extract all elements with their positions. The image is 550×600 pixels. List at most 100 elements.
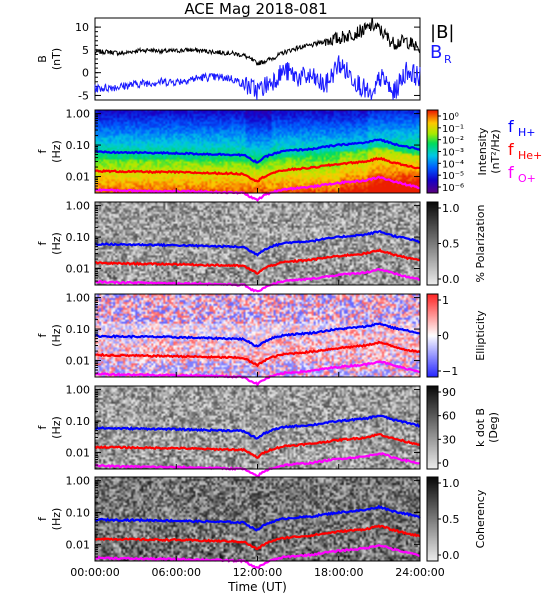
x-tick-label: 06:00:00 [152, 566, 201, 579]
x-tick-label: 18:00:00 [314, 566, 363, 579]
colorbar-tick-label: 10⁻⁴ [442, 159, 464, 170]
colorbar-label-unit: (nT²/Hz) [489, 129, 502, 173]
colorbar-label: Ellipticity [474, 310, 487, 361]
colorbar-tick-label: 60 [442, 410, 456, 423]
colorbar-tick-label: 1 [442, 294, 449, 307]
y-tick-label: 1.00 [66, 475, 91, 488]
series-b-total-line [94, 17, 421, 66]
colorbar-tick-label: 90 [442, 386, 456, 399]
y-tick-label: 0.01 [66, 171, 91, 184]
legend-f-h: f [508, 117, 514, 136]
spectrogram-panel-3: 1.00 0.10 0.01 f (Hz) 1 0 −1 Ellipticity [36, 292, 487, 387]
x-axis-label: Time (UT) [227, 580, 287, 594]
colorbar-tick-label: 10⁻¹ [442, 124, 464, 135]
legend-f-o-sub: O+ [518, 172, 536, 185]
b-ylabel-unit: (nT) [50, 48, 63, 70]
heatmap-ellipticity [95, 294, 420, 377]
b-ylabel: B [36, 55, 49, 63]
f-ylabel-unit: (Hz) [50, 324, 63, 347]
f-o-line [94, 267, 421, 293]
y-tick-label: 0.01 [66, 263, 91, 276]
gyro-legend: f H+ f He+ f O+ [508, 117, 542, 185]
f-ylabel-unit: (Hz) [50, 416, 63, 439]
legend-f-o: f [508, 163, 514, 182]
colorbar-tick-label: 10⁻² [442, 136, 464, 147]
heatmap-intensity [95, 110, 420, 193]
colorbar-tick-label: 0 [442, 330, 449, 343]
y-tick-label: 0.01 [66, 538, 91, 551]
f-he-line [95, 248, 421, 275]
y-tick-label: 1.00 [66, 292, 91, 305]
colorbar-tick-label: 1.0 [442, 477, 460, 490]
y-tick-label: 0.01 [66, 355, 91, 368]
f-h-line [94, 322, 421, 348]
colorbar-tick-label: 10⁻³ [442, 148, 464, 159]
y-tick-label: 0 [82, 67, 89, 80]
f-he-line [94, 432, 421, 460]
y-tick-label: 1.00 [66, 384, 91, 397]
f-o-line [94, 452, 421, 478]
colorbar-label: k dot B [474, 408, 487, 447]
legend-f-he: f [508, 140, 514, 159]
colorbar-tick-label: 1.0 [442, 202, 460, 215]
legend-b-r: B [430, 42, 442, 63]
colorbar-label: Intensity [476, 127, 489, 175]
f-he-line [94, 156, 421, 183]
f-h-line [95, 138, 421, 164]
colorbar-label: % Polarization [474, 205, 487, 283]
colorbar-tick-label: 10⁻⁶ [442, 183, 464, 194]
colorbar-tick-label: 0 [442, 457, 449, 470]
colorbar-frame [426, 385, 439, 470]
f-o-line [94, 360, 421, 387]
heatmap-coherency [95, 477, 420, 561]
colorbar-tick-label: 0.5 [442, 238, 460, 251]
colorbar-tick-label: 10⁰ [442, 112, 459, 123]
colorbar [427, 477, 438, 561]
f-ylabel: f [36, 424, 49, 429]
colorbar-tick-label: 0.0 [442, 549, 460, 562]
colorbar [427, 110, 438, 193]
colorbar-label: Coherency [474, 489, 487, 548]
f-ylabel: f [36, 148, 49, 153]
y-tick-label: 0.10 [66, 506, 91, 519]
f-h-line [94, 414, 421, 440]
y-tick-label: 0.10 [66, 323, 91, 336]
y-tick-label: 1.00 [66, 108, 91, 121]
y-tick-label: 0.10 [66, 231, 91, 244]
heatmap-k-dot-b [95, 386, 420, 469]
colorbar-tick-label: 30 [442, 433, 456, 446]
colorbar [427, 386, 438, 469]
colorbar-tick-label: −1 [442, 365, 458, 378]
f-ylabel: f [36, 332, 49, 337]
f-he-line [94, 340, 421, 368]
colorbar-tick-label: 0.5 [442, 513, 460, 526]
colorbar [427, 294, 438, 377]
legend-b-total: |B| [430, 22, 454, 43]
f-h-line [94, 504, 421, 532]
y-tick-label: 0.10 [66, 139, 91, 152]
f-o-line [94, 544, 421, 570]
series-b-r-line [94, 55, 421, 101]
f-ylabel: f [36, 516, 49, 521]
colorbar-tick-label: 10⁻⁵ [442, 171, 464, 182]
spectrogram-panel-1: 1.00 0.10 0.01 f (Hz) 10⁰10⁻¹10⁻²10⁻³10⁻⁴10⁻⁵… [36, 108, 502, 202]
spectrogram-panel-2: 1.00 0.10 0.01 f (Hz) 1.0 0.5 0.0 % Polarization [36, 200, 487, 293]
f-ylabel-unit: (Hz) [50, 508, 63, 531]
x-tick-label: 00:00:00 [70, 566, 119, 579]
legend-f-h-sub: H+ [518, 126, 536, 139]
y-tick-label: 10 [75, 21, 89, 34]
y-tick-label: -5 [78, 89, 89, 102]
spectrogram-panel-5: 1.00 0.10 0.01 f (Hz) 1.0 0.5 0.0 Coherency [36, 475, 487, 570]
x-tick-label: 24:00:00 [395, 566, 444, 579]
x-tick-label: 12:00:00 [233, 566, 282, 579]
colorbar-label-unit: (Deg) [487, 412, 500, 443]
f-ylabel-unit: (Hz) [50, 140, 63, 163]
colorbar-tick-label: 0.0 [442, 273, 460, 286]
spectrogram-panel-4: 1.00 0.10 0.01 f (Hz) 90 60 30 0 k dot B (Deg) [36, 384, 500, 478]
legend-f-he-sub: He+ [518, 149, 542, 162]
figure-title: ACE Mag 2018-081 [184, 0, 327, 18]
y-tick-label: 0.01 [66, 447, 91, 460]
f-he-line [94, 524, 421, 551]
